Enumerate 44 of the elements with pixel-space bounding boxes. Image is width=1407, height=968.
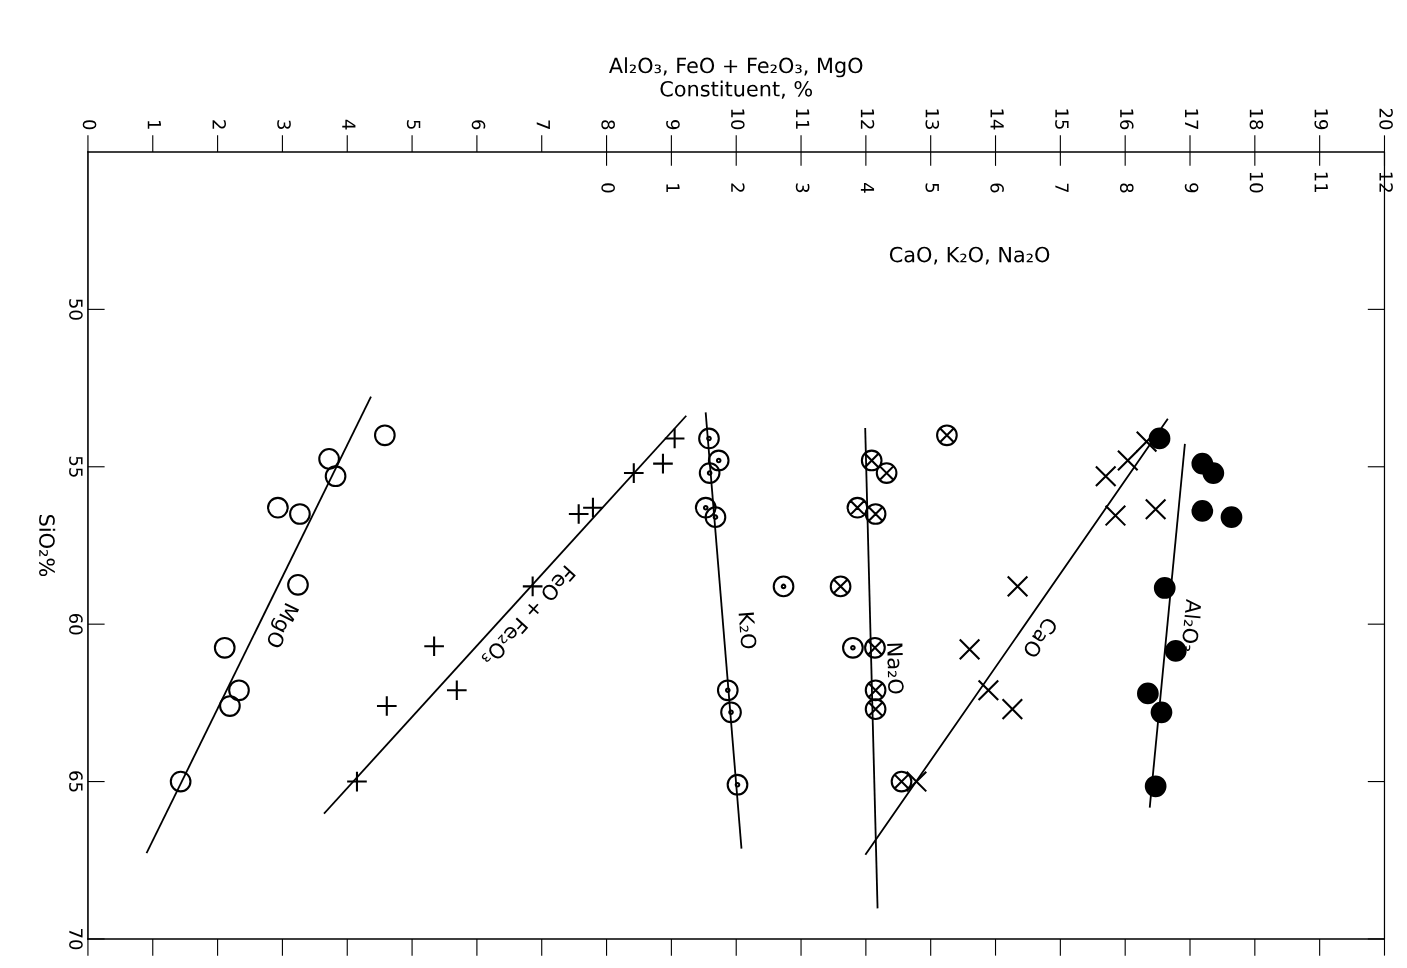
y-tick-label: 55: [69, 456, 83, 477]
x-tick-label: 11: [796, 109, 810, 129]
x2-tick-label: 9: [1184, 183, 1199, 193]
x-axis-title: Al₂O₃, FeO + Fe₂O₃, MgO Constituent, %: [609, 57, 863, 99]
x-tick-label: 19: [1314, 109, 1329, 130]
x2-tick-label: 0: [601, 183, 615, 193]
x2-tick-label: 11: [1314, 172, 1328, 192]
x-tick-label: 7: [536, 120, 550, 129]
x2-tick-label: 1: [666, 184, 680, 192]
x-tick-label: 1: [147, 120, 161, 129]
x2-tick-label: 8: [1119, 183, 1134, 193]
x-tick-label: 16: [1119, 109, 1134, 130]
x-tick-label: 9: [666, 120, 680, 130]
x-tick-label: 5: [406, 120, 421, 129]
x-tick-label: 0: [82, 120, 97, 130]
x-tick-label: 6: [471, 120, 486, 130]
y-axis-title: SiO₂%: [39, 515, 56, 577]
x-tick-label: 15: [1055, 109, 1069, 129]
x2-tick-label: 4: [860, 183, 875, 193]
x-tick-label: 2: [212, 120, 227, 129]
x-tick-label: 18: [1249, 109, 1264, 130]
x-tick-label: 3: [277, 120, 291, 129]
y-tick-label: 50: [69, 299, 83, 320]
x-tick-label: 14: [990, 109, 1004, 130]
x-tick-label: 20: [1379, 108, 1393, 130]
x2-tick-label: 10: [1249, 172, 1264, 193]
x2-tick-label: 2: [731, 183, 745, 192]
y-tick-label: 65: [69, 771, 83, 792]
text: Na₂O: [886, 643, 904, 694]
x2-axis-title: CaO, K₂O, Na₂O: [889, 246, 1050, 265]
x-tick-label: 4: [342, 119, 356, 130]
y-tick-label: 60: [69, 613, 83, 635]
text: K₂O: [738, 612, 757, 649]
x-tick-label: 8: [601, 120, 615, 130]
x-tick-label: 12: [860, 109, 875, 129]
x2-tick-label: 5: [925, 183, 939, 193]
text: MgO: [261, 600, 300, 650]
x-tick-label: 17: [1185, 109, 1199, 129]
x-tick-label: 13: [925, 109, 940, 129]
x2-tick-label: 6: [990, 183, 1004, 193]
x-tick-label: 10: [730, 109, 745, 130]
y-tick-label: 70: [69, 928, 83, 950]
x2-tick-label: 7: [1055, 183, 1069, 193]
x2-tick-label: 3: [795, 183, 810, 193]
